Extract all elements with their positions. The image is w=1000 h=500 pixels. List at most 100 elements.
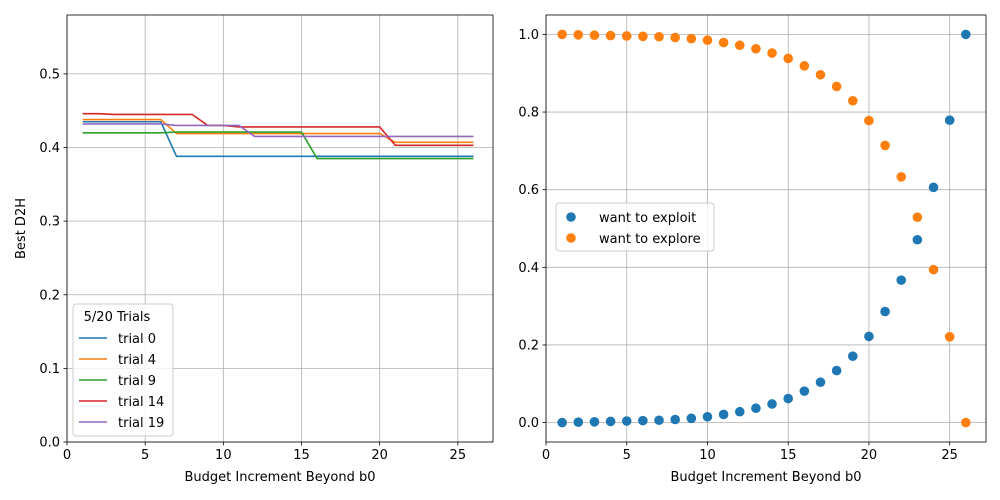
left-x-tick-label: 20	[371, 448, 388, 463]
left-x-ticks: 0 5 10 15 20 25	[63, 442, 466, 463]
left-y-tick-label: 0.4	[39, 141, 60, 156]
right-chart-panel: 0 5 10 15 20 25 0.0 0.2 0.4 0.6 0.8 1.0 Budget Inc…	[518, 14, 987, 485]
scatter-point-want-to-explore	[912, 212, 923, 223]
scatter-point-want-to-explore	[686, 33, 697, 44]
scatter-point-want-to-exploit	[734, 406, 745, 417]
left-legend-box	[72, 303, 174, 437]
scatter-point-want-to-explore	[751, 43, 761, 54]
legend-label-trial-9: trial 9	[118, 374, 156, 389]
scatter-point-want-to-exploit	[864, 331, 874, 342]
scatter-point-want-to-explore	[621, 31, 632, 41]
right-scatter-points	[557, 29, 971, 428]
scatter-point-want-to-explore	[702, 35, 713, 46]
series-line-trial-19	[82, 123, 474, 138]
left-chart-panel: 0 5 10 15 20 25 0.0 0.1 0.2 0.3 0.4 0.5 Budget Inc…	[14, 14, 494, 485]
scatter-point-want-to-exploit	[896, 275, 907, 285]
scatter-point-want-to-explore	[864, 115, 874, 126]
series-line-trial-4	[82, 118, 474, 144]
left-series-lines	[82, 112, 474, 160]
right-x-ticks: 0 5 10 15 20 25	[542, 442, 958, 463]
scatter-point-want-to-exploit	[961, 29, 971, 40]
scatter-point-want-to-exploit	[686, 413, 697, 424]
scatter-point-want-to-exploit	[799, 386, 810, 396]
right-y-tick-label: 0.6	[518, 183, 539, 198]
right-x-tick-label: 5	[623, 448, 631, 463]
left-x-tick-label: 25	[450, 448, 467, 463]
right-y-tick-label: 0.8	[518, 106, 539, 121]
legend-marker-want-to-exploit	[566, 212, 576, 222]
series-line-trial-9	[82, 131, 474, 160]
scatter-point-want-to-explore	[557, 29, 567, 40]
scatter-point-want-to-exploit	[880, 306, 890, 317]
left-y-ticks: 0.0 0.1 0.2 0.3 0.4 0.5	[39, 67, 67, 451]
scatter-point-want-to-explore	[670, 32, 680, 43]
left-y-tick-label: 0.3	[39, 215, 60, 230]
scatter-point-want-to-exploit	[751, 403, 761, 414]
left-x-tick-label: 10	[215, 448, 232, 463]
scatter-point-want-to-exploit	[783, 393, 793, 404]
left-x-axis-label: Budget Increment Beyond b0	[184, 470, 375, 485]
right-legend-box	[555, 202, 715, 252]
left-legend-title: 5/20 Trials	[84, 310, 151, 325]
scatter-point-want-to-exploit	[928, 182, 939, 193]
scatter-point-want-to-exploit	[847, 351, 858, 362]
right-x-tick-label: 15	[780, 448, 797, 463]
right-x-tick-label: 25	[941, 448, 958, 463]
right-x-axis-label: Budget Increment Beyond b0	[670, 470, 861, 485]
scatter-point-want-to-explore	[654, 31, 664, 42]
scatter-point-want-to-exploit	[589, 417, 600, 427]
left-y-tick-label: 0.2	[39, 288, 60, 303]
right-y-tick-label: 0.4	[518, 261, 539, 276]
scatter-point-want-to-exploit	[621, 416, 632, 426]
legend-label-want-to-exploit: want to exploit	[599, 211, 696, 226]
scatter-point-want-to-explore	[961, 417, 971, 428]
scatter-point-want-to-exploit	[718, 409, 729, 420]
right-axes-frame	[545, 14, 987, 443]
left-x-tick-label: 5	[141, 448, 149, 463]
right-y-tick-label: 0.0	[518, 416, 539, 431]
legend-label-trial-0: trial 0	[118, 332, 156, 347]
right-y-tick-label: 1.0	[518, 28, 539, 43]
scatter-point-want-to-exploit	[944, 115, 955, 125]
left-legend: 5/20 Trials trial 0 trial 4 trial 9 trial 1…	[72, 303, 174, 437]
scatter-point-want-to-exploit	[912, 234, 923, 245]
scatter-point-want-to-explore	[767, 48, 777, 58]
left-axes-frame	[66, 14, 494, 443]
scatter-point-want-to-exploit	[702, 411, 713, 422]
scatter-point-want-to-explore	[928, 264, 939, 275]
right-y-tick-label: 0.2	[518, 338, 539, 353]
scatter-point-want-to-exploit	[557, 417, 567, 428]
scatter-point-want-to-explore	[944, 332, 955, 342]
legend-label-trial-4: trial 4	[118, 353, 156, 368]
scatter-point-want-to-explore	[799, 61, 810, 71]
left-y-tick-label: 0.0	[39, 436, 60, 451]
scatter-point-want-to-exploit	[638, 415, 648, 426]
scatter-point-want-to-exploit	[605, 416, 616, 427]
scatter-point-want-to-explore	[783, 53, 793, 64]
scatter-point-want-to-exploit	[573, 417, 584, 428]
scatter-point-want-to-exploit	[654, 415, 664, 426]
scatter-point-want-to-explore	[815, 69, 826, 80]
left-x-tick-label: 15	[293, 448, 310, 463]
scatter-point-want-to-explore	[718, 37, 729, 48]
scatter-point-want-to-explore	[734, 40, 745, 51]
left-x-tick-label: 0	[63, 448, 71, 463]
series-line-trial-14	[82, 112, 474, 147]
legend-marker-want-to-explore	[566, 233, 576, 243]
left-grid	[66, 15, 493, 443]
scatter-point-want-to-explore	[831, 81, 842, 92]
left-y-axis-label: Best D2H	[14, 198, 29, 259]
scatter-point-want-to-exploit	[670, 414, 680, 425]
legend-label-trial-14: trial 14	[118, 395, 164, 410]
scatter-point-want-to-exploit	[767, 399, 777, 409]
series-line-trial-0	[82, 120, 474, 158]
left-y-tick-label: 0.1	[39, 362, 60, 377]
scatter-point-want-to-exploit	[831, 365, 842, 376]
right-y-ticks: 0.0 0.2 0.4 0.6 0.8 1.0	[518, 28, 546, 431]
scatter-point-want-to-exploit	[815, 377, 826, 388]
right-x-tick-label: 10	[699, 448, 716, 463]
legend-label-want-to-explore: want to explore	[599, 232, 701, 247]
scatter-point-want-to-explore	[638, 31, 648, 42]
scatter-point-want-to-explore	[573, 30, 584, 40]
legend-label-trial-19: trial 19	[118, 416, 164, 431]
